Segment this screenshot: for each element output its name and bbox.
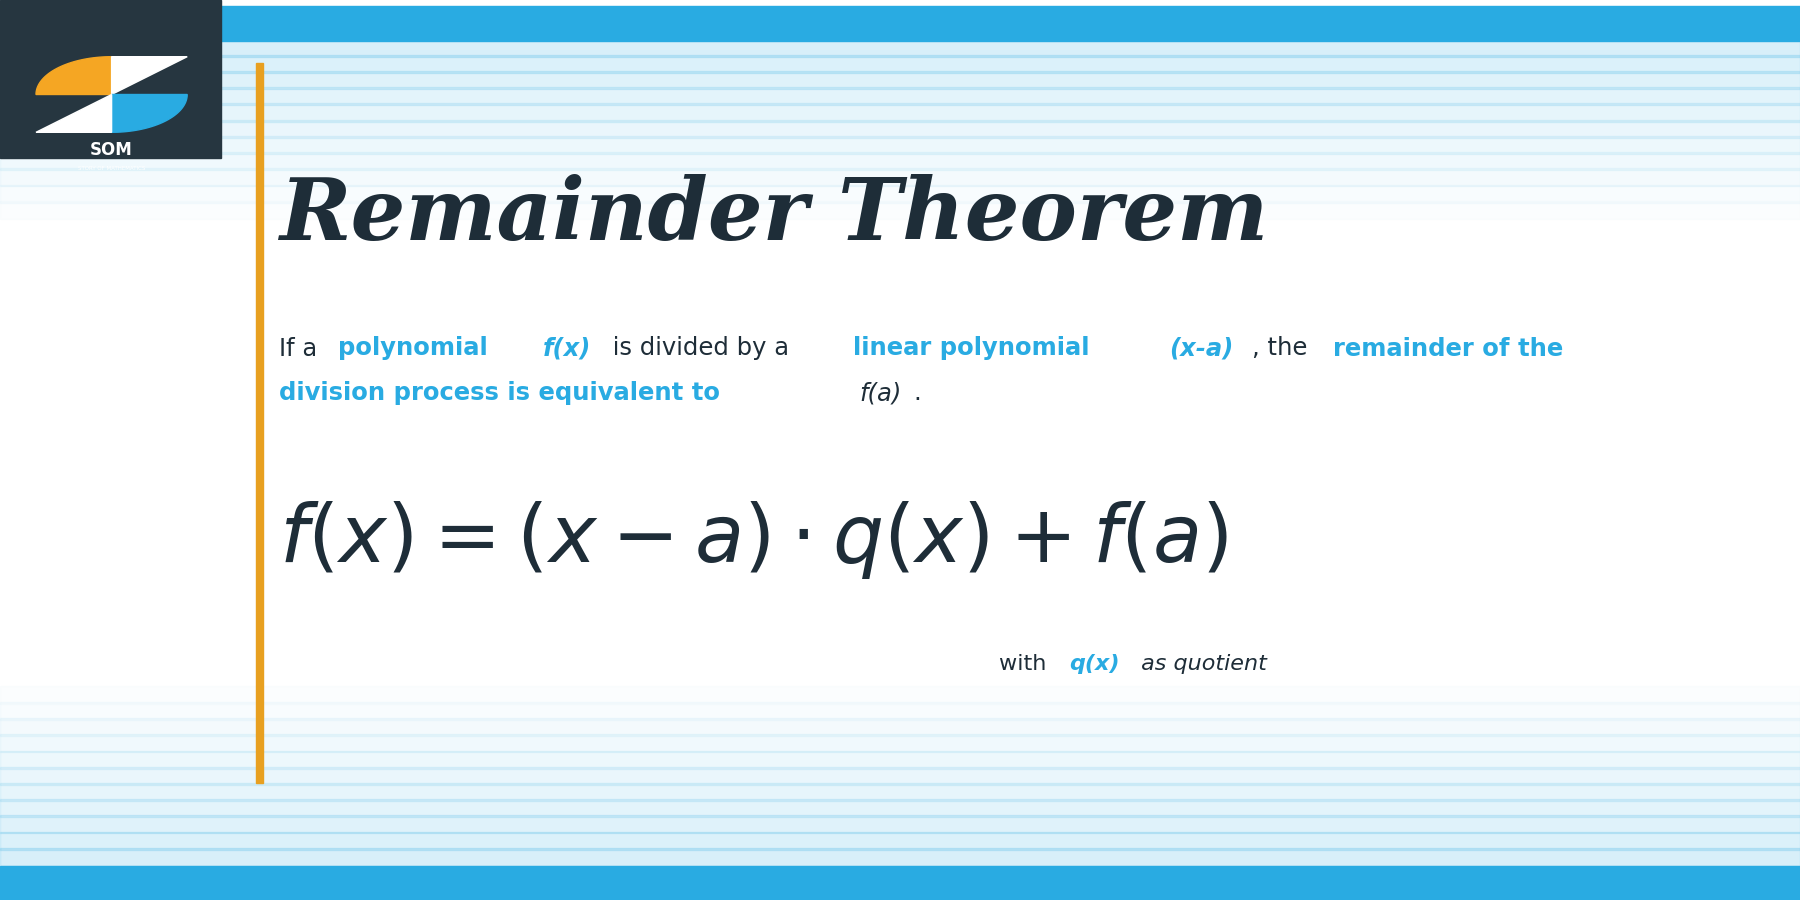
Text: (x-a): (x-a) (1168, 337, 1233, 361)
Bar (0, 120, 1800, 138)
Bar (0, 815, 1800, 833)
Text: is divided by a: is divided by a (605, 337, 797, 361)
Bar (0, 783, 1800, 801)
Polygon shape (112, 94, 187, 132)
Bar (256, 63, 263, 783)
Bar (0, 71, 1800, 89)
Bar (0, 184, 1800, 202)
Text: .: . (914, 382, 922, 406)
Bar (0, 39, 1800, 57)
Polygon shape (112, 57, 187, 94)
Text: STORY OF MATHEMATICS: STORY OF MATHEMATICS (77, 166, 146, 171)
Bar (0, 670, 1800, 688)
Text: Remainder Theorem: Remainder Theorem (279, 175, 1269, 257)
Bar (0, 848, 1800, 866)
Text: with: with (999, 654, 1053, 674)
Bar (0, 0, 221, 158)
Bar (0, 201, 1800, 219)
Text: as quotient: as quotient (1134, 654, 1267, 674)
Bar (0, 767, 1800, 785)
Polygon shape (36, 94, 112, 132)
Bar (0, 751, 1800, 769)
Text: f(x): f(x) (542, 337, 590, 361)
Bar (0, 718, 1800, 736)
Bar (0, 168, 1800, 186)
Bar (0, 136, 1800, 154)
Text: f(a): f(a) (859, 382, 902, 406)
Bar (0, 152, 1800, 170)
Bar (0, 686, 1800, 704)
Text: , the: , the (1251, 337, 1314, 361)
Text: division process is equivalent to: division process is equivalent to (279, 382, 729, 406)
Bar (0, 87, 1800, 105)
Bar (0, 104, 1800, 122)
Bar (0, 217, 1800, 235)
Bar (0, 799, 1800, 817)
Polygon shape (36, 57, 112, 94)
Bar (0, 866, 1800, 900)
Text: linear polynomial: linear polynomial (853, 337, 1098, 361)
Text: If a: If a (279, 337, 326, 361)
Bar (0, 55, 1800, 73)
Text: q(x): q(x) (1069, 654, 1120, 674)
Bar (0, 832, 1800, 850)
Text: remainder of the: remainder of the (1334, 337, 1564, 361)
Bar (0, 734, 1800, 752)
Bar (0, 702, 1800, 720)
Text: SOM: SOM (90, 141, 133, 159)
Text: $f(x) = (x - a) \cdot q(x) + f(a)$: $f(x) = (x - a) \cdot q(x) + f(a)$ (279, 499, 1228, 581)
Bar (0, 6, 1800, 40)
Text: polynomial: polynomial (338, 337, 497, 361)
